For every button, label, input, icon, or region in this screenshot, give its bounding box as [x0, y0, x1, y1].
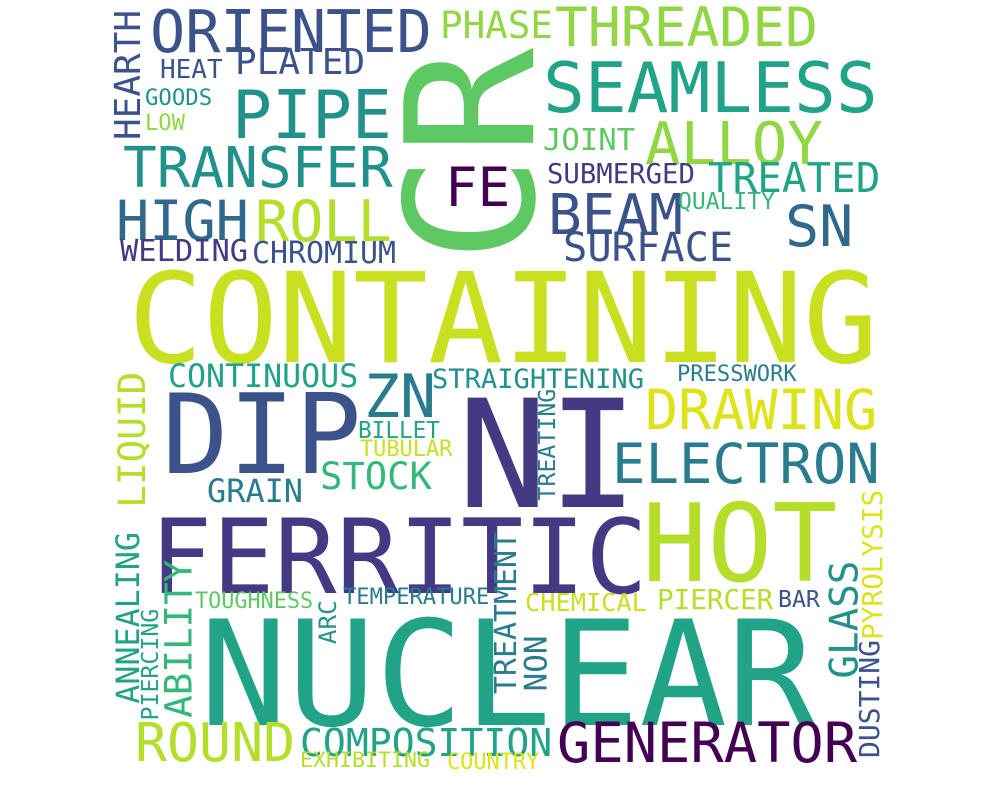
word-arc: ARC	[312, 600, 342, 645]
word-heat: HEAT	[160, 55, 223, 85]
word-ni: NI	[457, 369, 639, 543]
word-surface: SURFACE	[563, 223, 734, 271]
word-ability: ABILITY	[156, 559, 201, 718]
word-high: HIGH	[116, 189, 249, 254]
word-zn: ZN	[364, 362, 437, 432]
word-electron: ELECTRON	[612, 432, 880, 497]
word-stock: STOCK	[320, 453, 432, 498]
word-grain: GRAIN	[207, 472, 303, 510]
word-bar: BAR	[778, 585, 820, 613]
word-hot: HOT	[642, 480, 838, 607]
word-toughness: TOUGHNESS	[195, 589, 314, 614]
word-liquid: LIQUID	[110, 371, 155, 508]
word-treating: TREATING	[534, 388, 562, 500]
word-treatment: TREATMENT	[489, 531, 525, 694]
word-threaded: THREADED	[555, 0, 818, 59]
word-transfer: TRANSFER	[123, 135, 393, 201]
word-welding: WELDING	[120, 234, 249, 269]
word-alloy: ALLOY	[645, 108, 823, 178]
word-composition: COMPOSITION	[300, 721, 553, 765]
word-chromium: CHROMIUM	[252, 236, 396, 271]
word-country: COUNTRY	[447, 750, 540, 775]
word-billet: BILLET	[358, 417, 440, 444]
word-containing: CONTAINING	[128, 246, 879, 392]
word-goods: GOODS	[145, 85, 213, 111]
word-submerged: SUBMERGED	[547, 158, 695, 190]
word-temperature: TEMPERATURE	[343, 584, 490, 610]
word-chemical: CHEMICAL	[525, 587, 647, 617]
word-oriented: ORIENTED	[150, 0, 432, 66]
word-nuclear: NUCLEAR	[199, 590, 816, 760]
word-seamless: SEAMLESS	[543, 48, 878, 129]
word-plated: PLATED	[235, 42, 366, 83]
word-exhibiting: EXHIBITING	[300, 748, 431, 773]
word-hearth: HEARTH	[108, 9, 150, 141]
word-pipe: PIPE	[232, 76, 392, 154]
word-dusting: DUSTING	[853, 639, 887, 759]
word-low: LOW	[145, 110, 185, 136]
word-drawing: DRAWING	[645, 377, 878, 442]
word-piercer: PIERCER	[657, 583, 774, 616]
word-dip: DIP	[162, 370, 362, 500]
word-generator: GENERATOR	[557, 711, 858, 776]
word-phase: PHASE	[440, 3, 553, 47]
word-non: NON	[518, 635, 555, 691]
word-tubular: TUBULAR	[360, 437, 453, 462]
word-quality: QUALITY	[678, 188, 775, 215]
word-round: ROUND	[135, 711, 296, 774]
word-joint: JOINT	[543, 122, 636, 158]
word-ferritic: FERRITIC	[150, 497, 648, 618]
word-fe: FE	[445, 156, 511, 219]
word-treated: TREATED	[708, 153, 881, 202]
word-straightening: STRAIGHTENING	[432, 363, 645, 395]
word-pyrolysis: PYROLYSIS	[856, 489, 890, 640]
word-piercing: PIERCING	[137, 608, 165, 720]
word-continuous: CONTINUOUS	[168, 359, 359, 395]
word-sn: SN	[785, 194, 854, 260]
word-beam: BEAM	[548, 183, 683, 248]
word-roll: ROLL	[255, 188, 392, 255]
word-presswork: PRESSWORK	[677, 361, 797, 387]
